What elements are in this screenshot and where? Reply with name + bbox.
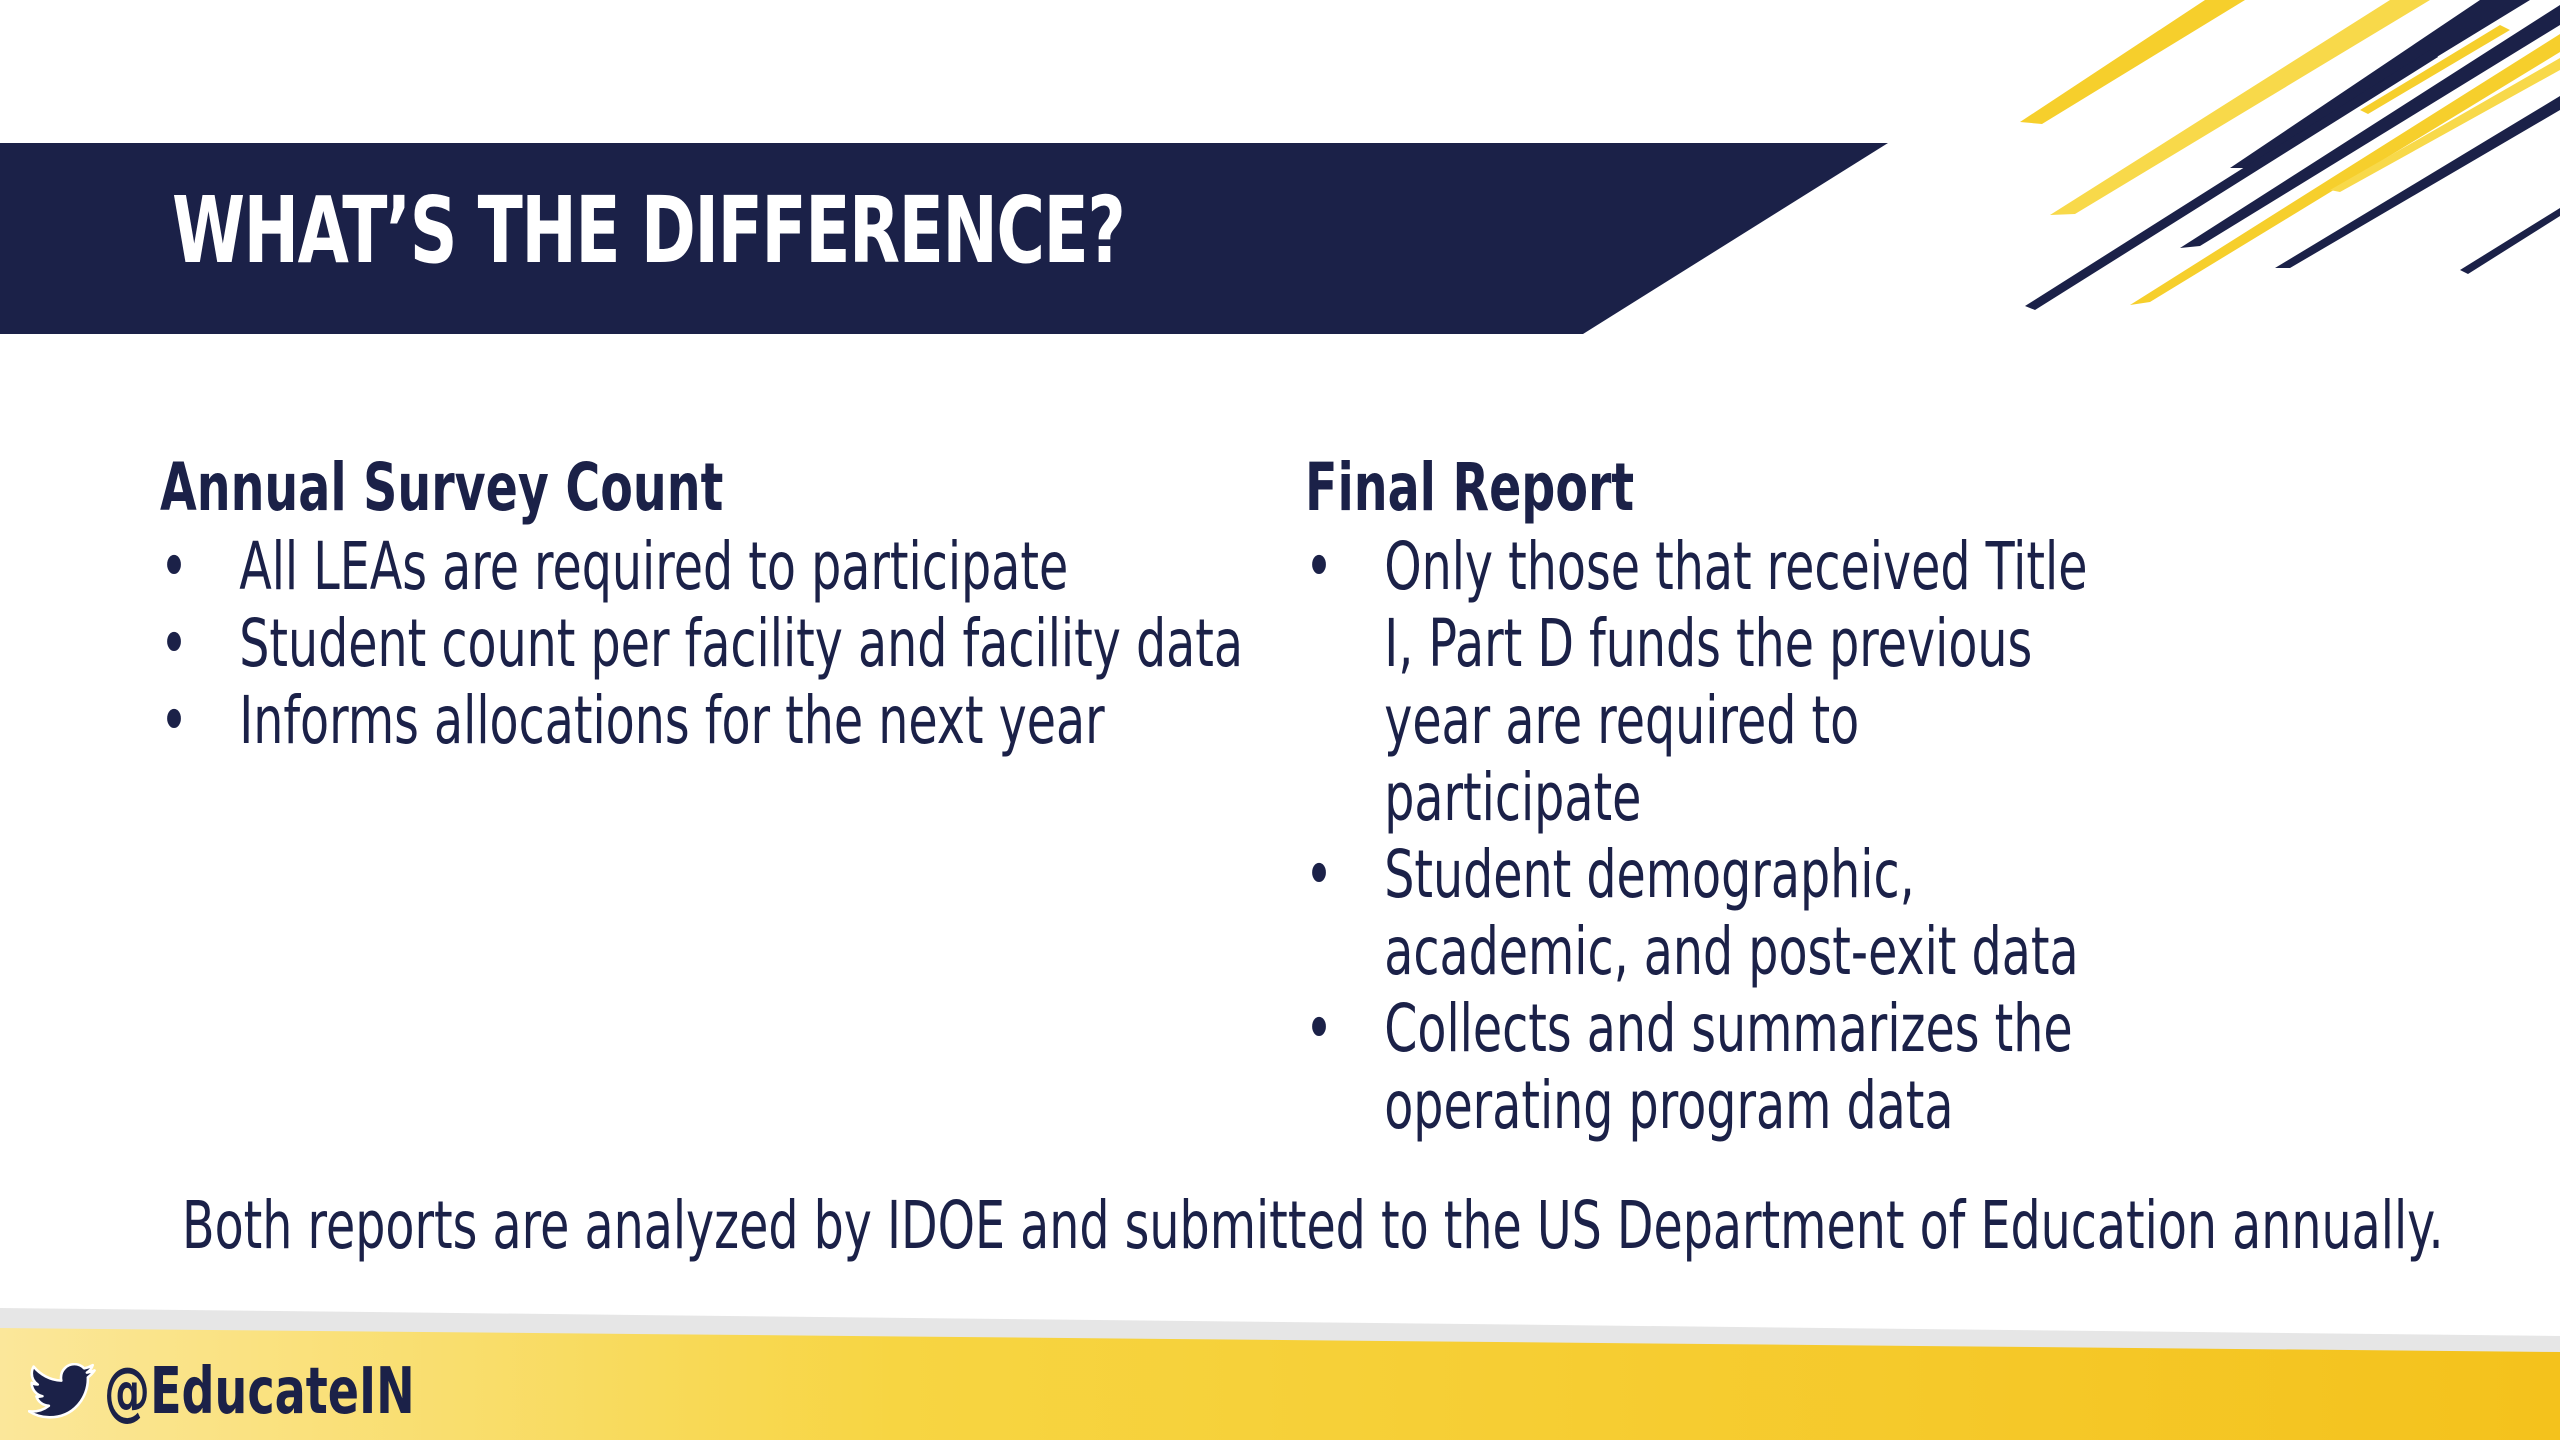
list-item-text: Student demographic, academic, and post-… (1384, 836, 2079, 990)
social-handle-text[interactable]: @EducateIN (104, 1355, 415, 1429)
list-item: • Only those that received Title I, Part… (1305, 528, 2119, 836)
list-item: • Student demographic, academic, and pos… (1305, 836, 2119, 990)
footer-note: Both reports are analyzed by IDOE and su… (182, 1187, 2444, 1264)
bullet-marker: • (160, 682, 189, 759)
final-report-column: Final Report • Only those that received … (1305, 448, 2435, 1144)
slide-title: WHAT’S THE DIFFERENCE? (172, 177, 1126, 284)
list-item-text: Collects and summarizes the operating pr… (1384, 990, 2073, 1144)
bullet-list: • Only those that received Title I, Part… (1305, 528, 2119, 1144)
bullet-marker: • (1305, 990, 1334, 1067)
bullet-marker: • (1305, 836, 1334, 913)
twitter-bird-icon (28, 1363, 96, 1419)
bullet-marker: • (160, 605, 189, 682)
list-item: • All LEAs are required to participate (160, 528, 1243, 605)
column-heading: Final Report (1305, 449, 1635, 526)
column-heading: Annual Survey Count (160, 449, 724, 526)
corner-streaks-graphic (2020, 0, 2560, 310)
bullet-marker: • (1305, 528, 1334, 605)
bullet-list: • All LEAs are required to participate •… (160, 528, 1243, 759)
social-handle[interactable]: @EducateIN (28, 1352, 536, 1432)
bullet-marker: • (160, 528, 189, 605)
list-item-text: Only those that received Title I, Part D… (1384, 528, 2088, 836)
list-item: • Informs allocations for the next year (160, 682, 1243, 759)
list-item: • Collects and summarizes the operating … (1305, 990, 2119, 1144)
list-item-text: Student count per facility and facility … (239, 605, 1244, 682)
annual-survey-count-column: Annual Survey Count • All LEAs are requi… (160, 448, 1664, 759)
list-item-text: Informs allocations for the next year (239, 682, 1105, 759)
list-item: • Student count per facility and facilit… (160, 605, 1243, 682)
list-item-text: All LEAs are required to participate (239, 528, 1069, 605)
